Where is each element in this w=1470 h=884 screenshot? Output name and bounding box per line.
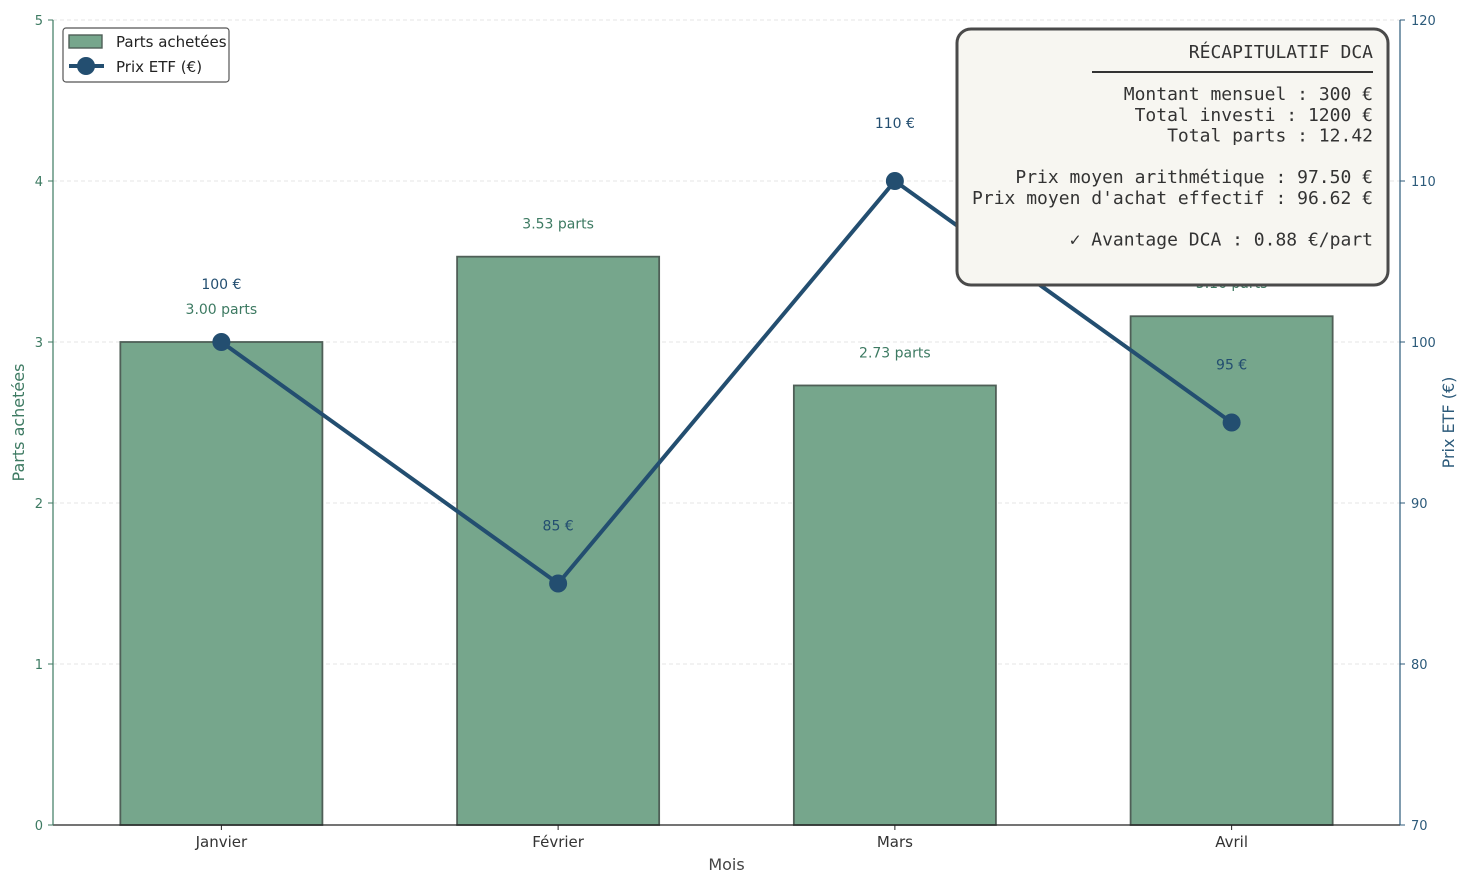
summary-line: Montant mensuel : 300 € — [1124, 84, 1373, 105]
right-axis-label: Prix ETF (€) — [1439, 377, 1458, 469]
legend-label-price: Prix ETF (€) — [116, 58, 202, 76]
x-axis-label: Mois — [708, 855, 744, 874]
summary-title: RÉCAPITULATIF DCA — [1189, 41, 1373, 63]
price-point — [549, 574, 568, 593]
price-point — [212, 333, 231, 351]
x-tick-label: Février — [532, 833, 584, 851]
left-axis-label: Parts achetées — [9, 364, 28, 482]
price-value-label: 110 € — [875, 116, 915, 132]
summary-line: Total parts : 12.42 — [1167, 126, 1373, 147]
left-tick-label: 2 — [35, 497, 43, 512]
left-tick-label: 5 — [35, 14, 43, 29]
summary-box — [955, 27, 1390, 287]
price-value-label: 95 € — [1216, 358, 1247, 374]
summary-line: Total investi : 1200 € — [1135, 105, 1373, 126]
bar-value-label: 3.53 parts — [522, 217, 594, 233]
right-tick-label: 80 — [1411, 658, 1428, 673]
x-tick-label: Janvier — [195, 833, 248, 851]
right-tick-label: 120 — [1411, 14, 1436, 29]
right-tick-label: 100 — [1411, 336, 1436, 351]
left-tick-label: 0 — [35, 819, 43, 834]
bar-value-label: 2.73 parts — [859, 345, 931, 361]
bar-février — [456, 255, 661, 826]
price-line — [220, 179, 1233, 586]
legend-line-marker — [77, 57, 95, 75]
bar-avril — [1129, 315, 1334, 826]
left-tick-label: 3 — [35, 336, 43, 351]
right-tick-label: 70 — [1411, 819, 1428, 834]
x-tick-label: Mars — [877, 833, 913, 851]
summary-line: Prix moyen arithmétique : 97.50 € — [1015, 167, 1373, 188]
legend-box — [62, 27, 230, 83]
price-value-label: 85 € — [543, 519, 574, 535]
summary-line: Prix moyen d'achat effectif : 96.62 € — [972, 188, 1373, 209]
left-tick-label: 4 — [35, 175, 43, 190]
bar-mars — [792, 384, 997, 826]
price-value-label: 100 € — [201, 277, 241, 293]
right-tick-label: 110 — [1411, 175, 1436, 190]
summary-line: ✓ Avantage DCA : 0.88 €/part — [1070, 230, 1373, 251]
price-point — [1222, 413, 1241, 432]
legend-label-parts: Parts achetées — [116, 33, 227, 51]
bar-value-label: 3.00 parts — [186, 302, 258, 318]
bar-janvier — [119, 341, 324, 826]
right-tick-label: 90 — [1411, 497, 1428, 512]
x-tick-label: Avril — [1215, 833, 1248, 851]
legend-bar-swatch — [68, 34, 103, 49]
price-point — [885, 172, 904, 190]
left-tick-label: 1 — [35, 658, 43, 673]
